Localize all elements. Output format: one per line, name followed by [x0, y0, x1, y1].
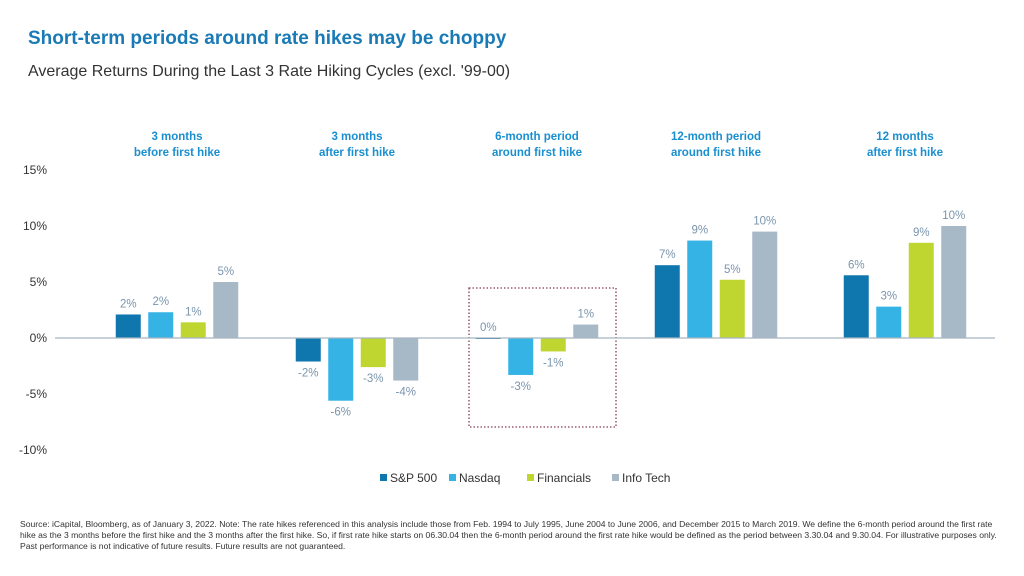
bar-info-tech [752, 231, 778, 338]
data-label: -4% [396, 387, 416, 399]
data-label: 2% [152, 296, 169, 308]
bar-s-p-500 [843, 275, 869, 338]
bar-s-p-500 [654, 265, 680, 338]
bar-nasdaq [687, 240, 713, 338]
data-label: 6% [848, 259, 865, 271]
legend-label: S&P 500 [390, 471, 437, 485]
category-label: 3 months [331, 131, 382, 143]
bar-nasdaq [876, 306, 902, 338]
highlight-box [468, 287, 617, 428]
legend-label: Financials [537, 471, 591, 485]
y-tick-label: 10% [23, 219, 47, 233]
bar-financials [908, 242, 934, 338]
bar-info-tech [573, 324, 599, 338]
data-label: -3% [363, 373, 383, 385]
y-tick-label: 0% [30, 331, 48, 345]
data-label: 0% [480, 322, 497, 334]
data-label: -3% [511, 381, 531, 393]
data-label: 10% [753, 216, 776, 228]
bar-financials [540, 338, 566, 352]
category-label: after first hike [319, 147, 395, 159]
bar-nasdaq [328, 338, 354, 401]
bar-nasdaq [148, 312, 174, 338]
category-label: 12 months [876, 131, 934, 143]
bar-info-tech [393, 338, 419, 381]
category-label: 12-month period [671, 131, 761, 143]
legend-label: Nasdaq [459, 471, 500, 485]
data-label: 9% [913, 227, 930, 239]
category-label: before first hike [134, 147, 220, 159]
category-label: around first hike [492, 147, 582, 159]
data-label: -6% [331, 407, 351, 419]
slide-title: Short-term periods around rate hikes may… [28, 28, 507, 49]
bar-financials [719, 279, 745, 338]
category-label: 6-month period [495, 131, 579, 143]
bar-nasdaq [508, 338, 534, 375]
bar-s-p-500 [115, 314, 141, 338]
y-tick-label: 5% [30, 275, 48, 289]
legend-swatch [527, 474, 534, 481]
category-label: after first hike [867, 147, 943, 159]
bar-s-p-500 [295, 338, 321, 362]
y-tick-label: 15% [23, 163, 47, 177]
data-label: -2% [298, 368, 318, 380]
legend-swatch [380, 474, 387, 481]
bar-financials [180, 322, 206, 338]
legend-swatch [612, 474, 619, 481]
bar-info-tech [941, 226, 967, 338]
data-label: -1% [543, 357, 563, 369]
data-label: 5% [724, 264, 741, 276]
bar-financials [360, 338, 386, 368]
data-label: 5% [217, 266, 234, 278]
y-tick-label: -5% [26, 387, 48, 401]
data-label: 9% [691, 225, 708, 237]
data-label: 7% [659, 249, 676, 261]
category-label: around first hike [671, 147, 761, 159]
y-tick-label: -10% [19, 443, 47, 457]
data-label: 10% [942, 210, 965, 222]
category-label: 3 months [151, 131, 202, 143]
chart-subtitle: Average Returns During the Last 3 Rate H… [28, 63, 511, 80]
data-label: 1% [577, 309, 594, 321]
legend-swatch [449, 474, 456, 481]
data-label: 2% [120, 298, 137, 310]
data-label: 3% [880, 291, 897, 303]
source-note: Source: iCapital, Bloomberg, as of Janua… [20, 519, 997, 551]
data-label: 1% [185, 306, 202, 318]
bar-info-tech [213, 282, 239, 338]
legend-label: Info Tech [622, 471, 670, 485]
